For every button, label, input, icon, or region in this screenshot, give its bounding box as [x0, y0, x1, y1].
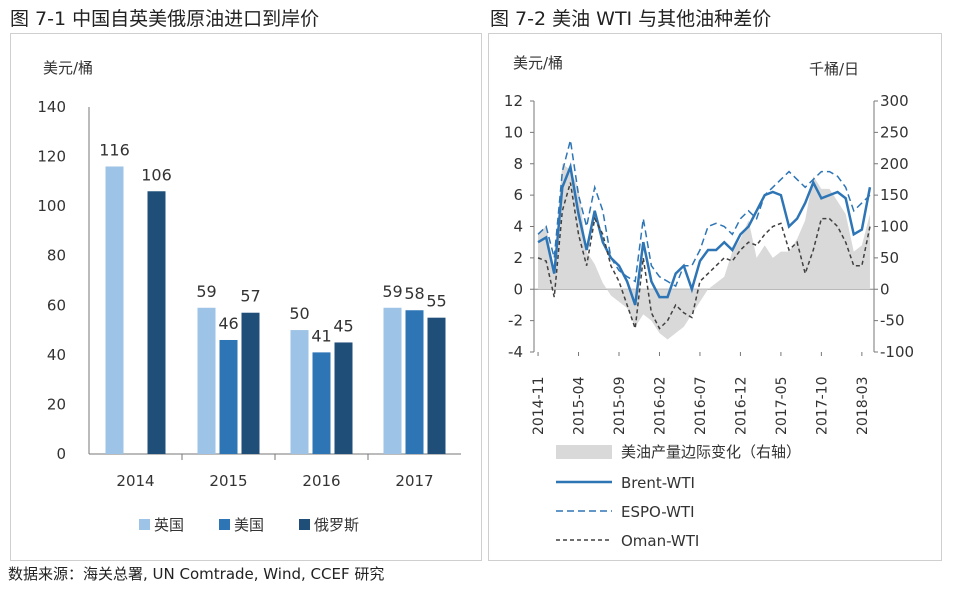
bar-俄罗斯-2015 [241, 312, 260, 454]
right-axis-label: 千桶/日 [809, 60, 859, 78]
data-label: 55 [426, 292, 446, 311]
bar-英国-2014 [105, 166, 124, 454]
x-tick-label: 2016-02 [652, 377, 668, 436]
left-tick-label: 0 [513, 280, 523, 298]
area-production-change [538, 163, 870, 340]
x-tick-label: 2016-07 [693, 377, 709, 436]
legend-swatch-英国 [139, 519, 150, 530]
legend-swatch-area [556, 445, 612, 459]
right-tick-label: 50 [880, 249, 899, 267]
legend-label: Oman-WTI [621, 532, 699, 550]
legend-label: 美国 [234, 516, 264, 534]
data-label: 59 [382, 282, 402, 301]
bar-chart: 美元/桶020406080100120140201411610620155946… [37, 59, 461, 534]
y-tick-label: 140 [37, 98, 66, 116]
x-tick-label: 2015-09 [612, 377, 628, 436]
left-tick-label: 6 [513, 186, 523, 204]
right-tick-label: 250 [880, 123, 909, 141]
bar-英国-2017 [383, 307, 402, 454]
right-tick-label: 100 [880, 218, 909, 236]
legend-label: 美油产量边际变化（右轴） [621, 443, 801, 461]
data-label: 50 [289, 304, 309, 323]
y-axis-label: 美元/桶 [43, 59, 93, 77]
line-chart: 美元/桶 千桶/日 -4 -2 0 2 4 6 8 10 12 -100 -50 0 50 100 150 200… [504, 54, 914, 550]
x-tick-label: 2016 [302, 472, 340, 490]
left-tick-label: 10 [504, 123, 523, 141]
x-tick-label: 2017 [395, 472, 433, 490]
y-tick-label: 20 [47, 395, 66, 413]
bar-英国-2016 [290, 330, 309, 454]
data-label: 45 [333, 316, 353, 335]
bar-俄罗斯-2014 [147, 191, 166, 454]
left-tick-label: 2 [513, 249, 523, 267]
right-tick-label: 150 [880, 186, 909, 204]
left-tick-label: -2 [508, 312, 523, 330]
legend-swatch-俄罗斯 [299, 519, 310, 530]
bar-英国-2015 [197, 307, 216, 454]
x-tick-label: 2018-03 [855, 377, 871, 436]
bar-俄罗斯-2017 [427, 317, 446, 454]
x-tick-label: 2017-10 [814, 377, 830, 436]
left-axis-label: 美元/桶 [513, 54, 563, 72]
x-tick-label: 2014-11 [531, 377, 547, 436]
legend-label: 俄罗斯 [314, 516, 359, 534]
series-line-Brent-WTI [537, 162, 872, 306]
data-label: 46 [218, 314, 238, 333]
right-chart-panel: 美元/桶 千桶/日 -4 -2 0 2 4 6 8 10 12 -100 -50 0 50 100 150 200… [488, 33, 942, 561]
data-label: 59 [196, 282, 216, 301]
legend-label: ESPO-WTI [621, 503, 695, 521]
data-label: 106 [141, 165, 172, 184]
left-tick-label: -4 [508, 343, 523, 361]
bar-俄罗斯-2016 [334, 342, 353, 454]
y-tick-label: 100 [37, 197, 66, 215]
y-tick-label: 120 [37, 148, 66, 166]
bar-美国-2016 [312, 352, 331, 454]
data-label: 41 [311, 326, 331, 345]
y-tick-label: 0 [56, 445, 66, 463]
data-label: 58 [404, 284, 424, 303]
legend-swatch-美国 [219, 519, 230, 530]
y-tick-label: 60 [47, 296, 66, 314]
legend-label: 英国 [154, 516, 184, 534]
left-tick-label: 12 [504, 92, 523, 110]
y-tick-label: 80 [47, 247, 66, 265]
left-tick-label: 8 [513, 155, 523, 173]
right-figure-title: 图 7-2 美油 WTI 与其他油种差价 [490, 8, 772, 30]
source-note: 数据来源：海关总署, UN Comtrade, Wind, CCEF 研究 [8, 565, 385, 583]
data-label: 116 [99, 140, 130, 159]
left-chart-panel: 美元/桶 0 20 40 60 80 100 120 140 2014 116 106 2015 59 46… [10, 33, 482, 561]
x-tick-label: 2015 [209, 472, 247, 490]
x-tick-label: 2016-12 [733, 377, 749, 436]
legend-label: Brent-WTI [621, 474, 695, 492]
left-tick-label: 4 [513, 218, 523, 236]
bar-美国-2017 [405, 310, 424, 454]
right-tick-label: 200 [880, 155, 909, 173]
left-figure-title: 图 7-1 中国自英美俄原油进口到岸价 [10, 8, 320, 30]
bar-美国-2015 [219, 339, 238, 454]
right-tick-label: -50 [880, 312, 905, 330]
x-tick-label: 2017-05 [774, 377, 790, 436]
x-tick-label: 2015-04 [572, 376, 588, 435]
right-tick-label: 0 [880, 280, 890, 298]
y-tick-label: 40 [47, 346, 66, 364]
data-label: 57 [240, 287, 260, 306]
x-tick-label: 2014 [116, 472, 154, 490]
right-tick-label: -100 [880, 343, 914, 361]
right-tick-label: 300 [880, 92, 909, 110]
